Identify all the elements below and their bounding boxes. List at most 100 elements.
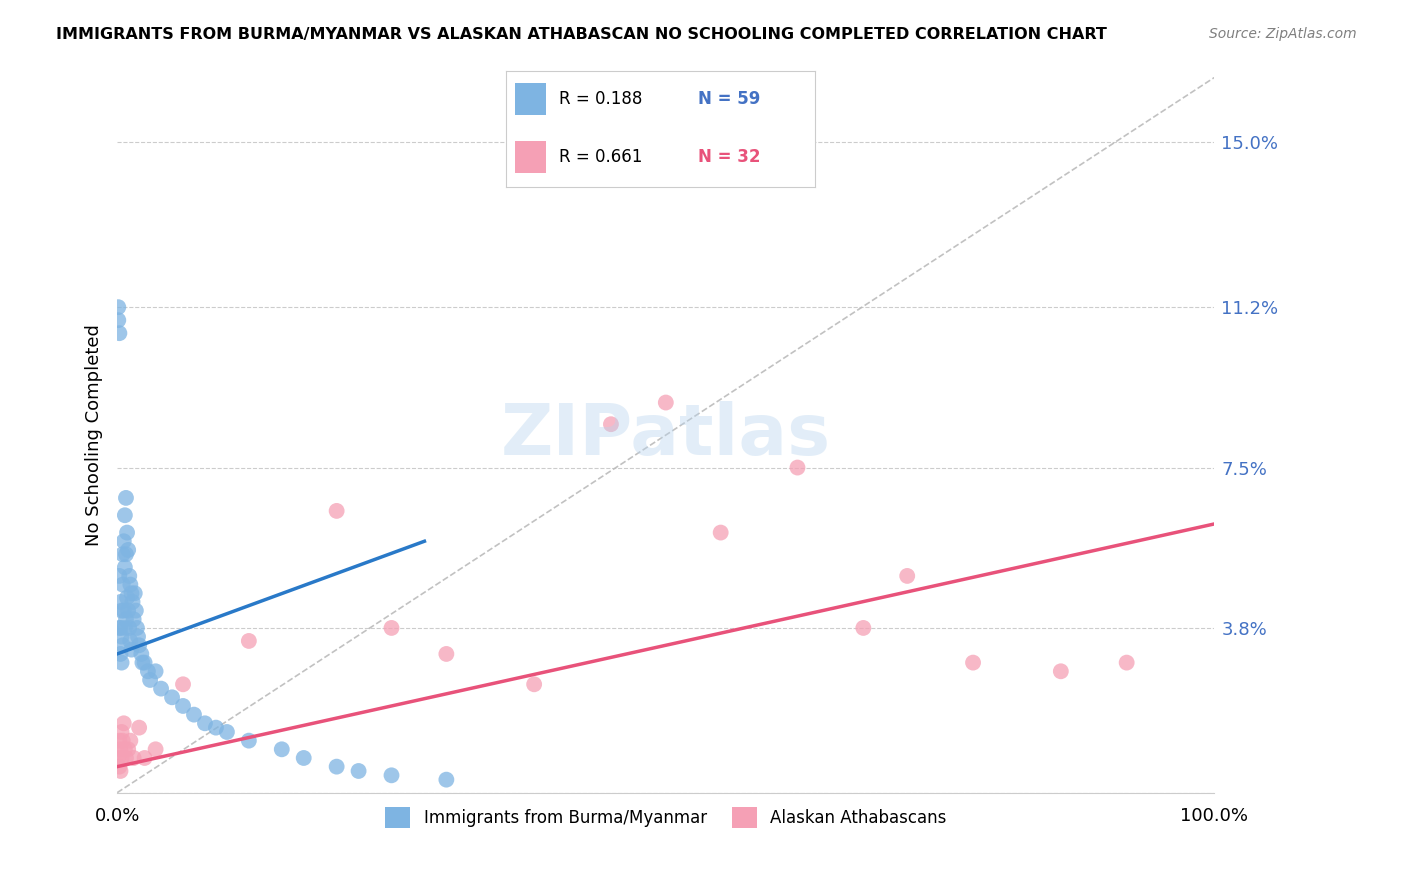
Point — [110, 621, 132, 635]
Point — [108, 733, 131, 747]
Point — [962, 656, 984, 670]
Point — [160, 690, 183, 705]
Point — [114, 508, 136, 523]
Point — [110, 751, 132, 765]
Point — [107, 751, 129, 765]
Bar — [516, 83, 547, 115]
Point — [786, 460, 808, 475]
Point — [600, 417, 623, 432]
Point — [110, 725, 132, 739]
Point — [121, 595, 143, 609]
Point — [107, 300, 129, 314]
Point — [118, 621, 141, 635]
Point — [131, 647, 153, 661]
Point — [134, 751, 156, 765]
Point — [124, 586, 146, 600]
Text: N = 59: N = 59 — [697, 90, 761, 108]
Text: R = 0.661: R = 0.661 — [558, 148, 643, 166]
Text: R = 0.188: R = 0.188 — [558, 90, 643, 108]
Point — [380, 768, 402, 782]
Point — [120, 634, 142, 648]
Point — [380, 621, 402, 635]
Point — [117, 742, 139, 756]
Point — [114, 621, 136, 635]
Point — [896, 569, 918, 583]
Point — [110, 630, 132, 644]
Point — [852, 621, 875, 635]
Point — [108, 759, 131, 773]
Point — [112, 534, 135, 549]
Point — [108, 326, 131, 341]
Point — [139, 673, 162, 687]
Point — [347, 764, 370, 778]
Point — [325, 759, 347, 773]
Point — [127, 630, 149, 644]
Point — [125, 621, 148, 635]
Point — [655, 395, 678, 409]
Point — [292, 751, 315, 765]
Point — [145, 742, 167, 756]
Point — [238, 733, 260, 747]
Point — [112, 604, 135, 618]
Point — [111, 638, 134, 652]
Point — [120, 642, 142, 657]
Point — [110, 595, 132, 609]
Point — [134, 656, 156, 670]
Text: IMMIGRANTS FROM BURMA/MYANMAR VS ALASKAN ATHABASCAN NO SCHOOLING COMPLETED CORRE: IMMIGRANTS FROM BURMA/MYANMAR VS ALASKAN… — [56, 27, 1107, 42]
Point — [111, 547, 134, 561]
Text: Source: ZipAtlas.com: Source: ZipAtlas.com — [1209, 27, 1357, 41]
Point — [122, 612, 145, 626]
Point — [108, 569, 131, 583]
Point — [114, 742, 136, 756]
Point — [136, 665, 159, 679]
Point — [117, 542, 139, 557]
Point — [115, 547, 138, 561]
Y-axis label: No Schooling Completed: No Schooling Completed — [86, 324, 103, 546]
Point — [107, 313, 129, 327]
Point — [117, 604, 139, 618]
Point — [120, 577, 142, 591]
Point — [125, 604, 148, 618]
Point — [145, 665, 167, 679]
Bar — [516, 141, 547, 173]
Point — [115, 751, 138, 765]
Point — [115, 591, 138, 605]
Point — [122, 751, 145, 765]
Text: N = 32: N = 32 — [697, 148, 761, 166]
Point — [110, 742, 132, 756]
Point — [118, 569, 141, 583]
Point — [710, 525, 733, 540]
Point — [172, 677, 194, 691]
Point — [215, 725, 238, 739]
Point — [111, 733, 134, 747]
Point — [325, 504, 347, 518]
Point — [172, 698, 194, 713]
Point — [194, 716, 217, 731]
Point — [111, 577, 134, 591]
Point — [270, 742, 292, 756]
Point — [205, 721, 228, 735]
Point — [114, 560, 136, 574]
Point — [110, 604, 132, 618]
Point — [238, 634, 260, 648]
Point — [120, 586, 142, 600]
Point — [110, 656, 132, 670]
Point — [128, 638, 150, 652]
Point — [150, 681, 173, 696]
Point — [434, 647, 457, 661]
Point — [183, 707, 205, 722]
Point — [110, 764, 132, 778]
Point — [108, 621, 131, 635]
Point — [120, 733, 142, 747]
Point — [128, 721, 150, 735]
Point — [115, 612, 138, 626]
Legend: Immigrants from Burma/Myanmar, Alaskan Athabascans: Immigrants from Burma/Myanmar, Alaskan A… — [378, 801, 953, 834]
Point — [434, 772, 457, 787]
Text: ZIPatlas: ZIPatlas — [501, 401, 831, 469]
Point — [110, 647, 132, 661]
Point — [1115, 656, 1137, 670]
Point — [115, 491, 138, 505]
Point — [1050, 665, 1073, 679]
Point — [131, 656, 153, 670]
Point — [115, 525, 138, 540]
